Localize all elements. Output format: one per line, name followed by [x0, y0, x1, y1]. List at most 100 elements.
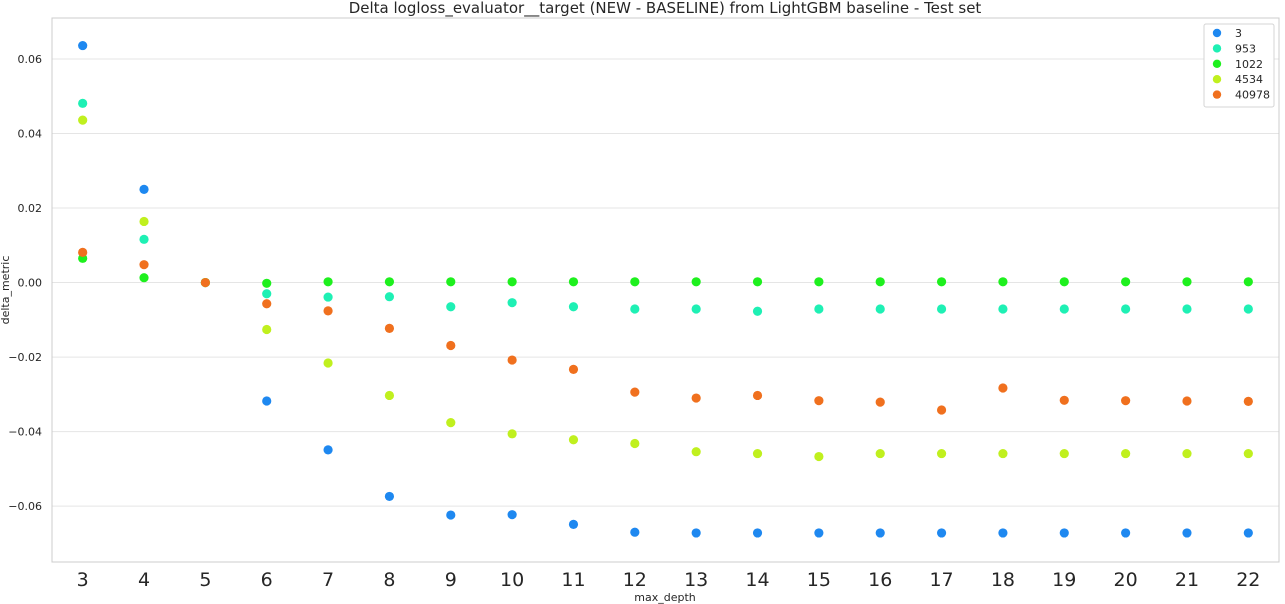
- grid: [52, 58, 1279, 507]
- legend-marker: [1212, 44, 1222, 53]
- data-point-4534: [752, 448, 763, 459]
- data-point-953: [752, 306, 763, 316]
- data-point-40978: [691, 393, 701, 403]
- data-point-1022: [752, 277, 763, 287]
- data-point-3: [1182, 528, 1192, 538]
- data-point-40978: [630, 387, 640, 397]
- data-point-953: [1182, 304, 1192, 314]
- x-tick-label: 12: [623, 569, 647, 591]
- data-point-1022: [1243, 277, 1253, 287]
- data-point-3: [262, 396, 272, 406]
- x-axis-ticks: 3 4 5 6 7 8 9 10 11 12 13 14 15 16 17 18 19 20 21 22: [77, 569, 1261, 591]
- data-point-1022: [139, 273, 149, 283]
- y-tick-label: 0.06: [18, 53, 43, 66]
- data-point-3: [630, 527, 640, 537]
- data-point-3: [752, 528, 763, 538]
- legend-label: 40978: [1235, 89, 1270, 102]
- data-point-1022: [1182, 277, 1192, 287]
- data-point-953: [630, 304, 640, 314]
- legend-label: 4534: [1235, 73, 1263, 86]
- legend-box: [1203, 23, 1275, 108]
- legend-marker: [1212, 59, 1222, 68]
- y-tick-label: −0.06: [8, 500, 42, 513]
- data-point-40978: [936, 405, 947, 415]
- data-point-1022: [814, 277, 824, 287]
- x-tick-label: 6: [261, 569, 273, 591]
- y-tick-label: 0.00: [18, 277, 43, 290]
- y-axis-label: delta_metric: [0, 256, 12, 325]
- legend-marker: [1212, 90, 1222, 99]
- data-point-953: [1243, 304, 1253, 314]
- y-tick-label: −0.04: [8, 426, 42, 439]
- data-point-40978: [139, 260, 149, 270]
- legend-label: 953: [1235, 42, 1256, 55]
- data-point-1022: [568, 277, 579, 287]
- x-tick-label: 16: [868, 569, 892, 591]
- legend-label: 1022: [1235, 58, 1263, 71]
- data-point-4534: [1182, 448, 1192, 459]
- x-tick-label: 18: [991, 569, 1015, 591]
- data-point-40978: [262, 299, 272, 309]
- data-point-4534: [1243, 448, 1253, 459]
- data-point-3: [507, 510, 517, 520]
- data-point-953: [384, 292, 395, 302]
- data-point-953: [691, 304, 701, 314]
- x-tick-label: 17: [929, 569, 953, 591]
- data-point-953: [507, 298, 517, 308]
- data-point-3: [1121, 528, 1131, 538]
- data-point-953: [139, 234, 149, 244]
- x-tick-label: 15: [807, 569, 831, 591]
- data-point-4534: [691, 447, 701, 457]
- x-tick-label: 22: [1236, 569, 1260, 591]
- data-point-40978: [1059, 395, 1069, 405]
- data-point-1022: [875, 277, 885, 287]
- x-tick-label: 5: [199, 569, 211, 591]
- data-point-40978: [752, 390, 763, 401]
- data-point-40978: [814, 396, 824, 406]
- data-point-4534: [78, 115, 88, 125]
- data-point-40978: [384, 323, 395, 333]
- data-point-953: [568, 302, 579, 312]
- data-point-3: [323, 445, 333, 455]
- data-point-40978: [446, 340, 456, 351]
- data-point-1022: [323, 277, 333, 287]
- data-point-953: [998, 304, 1008, 314]
- data-points: [78, 40, 1253, 538]
- data-point-4534: [1121, 448, 1131, 459]
- data-point-953: [1121, 304, 1131, 314]
- y-axis-ticks: 0.06 0.04 0.02 0.00 −0.02 −0.04 −0.06: [8, 53, 42, 513]
- x-tick-label: 4: [138, 569, 150, 591]
- x-axis-label: max_depth: [634, 591, 696, 604]
- data-point-1022: [262, 278, 272, 288]
- data-point-4534: [262, 324, 272, 335]
- data-point-4534: [998, 448, 1008, 459]
- data-point-40978: [323, 306, 333, 316]
- data-point-4534: [384, 390, 395, 401]
- data-point-4534: [630, 438, 640, 449]
- data-point-3: [384, 491, 395, 502]
- data-point-40978: [1121, 396, 1131, 406]
- data-point-3: [446, 510, 456, 520]
- data-point-3: [936, 528, 947, 538]
- legend-marker: [1212, 75, 1222, 84]
- data-point-1022: [936, 277, 947, 287]
- data-point-3: [875, 528, 885, 538]
- data-point-953: [936, 304, 947, 314]
- data-point-1022: [691, 277, 701, 287]
- data-point-4534: [568, 435, 579, 445]
- data-point-953: [1059, 304, 1069, 314]
- x-tick-label: 21: [1175, 569, 1199, 591]
- data-point-1022: [446, 277, 456, 287]
- data-point-40978: [568, 364, 579, 374]
- data-point-40978: [875, 397, 885, 407]
- data-point-953: [262, 289, 272, 299]
- data-point-1022: [1059, 277, 1069, 287]
- data-point-1022: [630, 277, 640, 287]
- data-point-40978: [507, 355, 517, 365]
- data-point-4534: [936, 448, 947, 459]
- x-tick-label: 14: [745, 569, 769, 591]
- x-tick-label: 13: [684, 569, 708, 591]
- x-tick-label: 20: [1114, 569, 1138, 591]
- data-point-3: [998, 528, 1008, 538]
